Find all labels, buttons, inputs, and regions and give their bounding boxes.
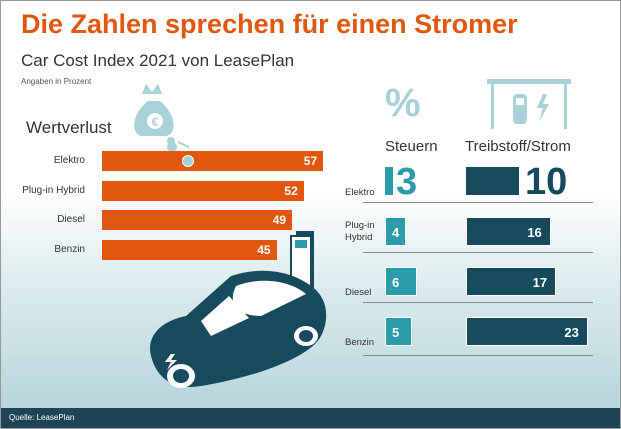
treibstoff-bar: 23 xyxy=(466,317,588,346)
wertverlust-title: Wertverlust xyxy=(26,118,112,137)
treibstoff-bar xyxy=(466,167,519,195)
row-divider xyxy=(363,252,593,253)
category-label: Diesel xyxy=(57,214,85,225)
percent-icon: % xyxy=(385,81,421,125)
unit-note: Angaben in Prozent xyxy=(21,77,92,86)
steuern-header: Steuern xyxy=(385,138,438,155)
treibstoff-value: 10 xyxy=(525,161,568,203)
row-divider xyxy=(363,302,593,303)
steuern-bar: 5 xyxy=(385,317,412,346)
wertverlust-bar: 52 xyxy=(102,181,304,201)
subtitle: Car Cost Index 2021 von LeasePlan xyxy=(21,51,295,70)
money-bag-icon: € xyxy=(134,84,190,152)
steuern-bar: 6 xyxy=(385,267,417,296)
steuern-value: 3 xyxy=(396,161,418,203)
category-label: Benzin xyxy=(345,337,375,348)
treibstoff-header: Treibstoff/Strom xyxy=(465,138,571,155)
category-label: Diesel xyxy=(345,287,372,298)
wertverlust-bar: 45 xyxy=(102,240,277,260)
category-label: Elektro xyxy=(345,187,375,198)
category-label: Benzin xyxy=(54,244,85,255)
category-label: Plug-in Hybrid xyxy=(345,220,375,243)
row-divider xyxy=(363,202,593,203)
source-footer: Quelle: LeasePlan xyxy=(1,408,620,428)
category-label: Plug-in Hybrid xyxy=(22,185,85,196)
electric-car-illustration xyxy=(150,231,327,388)
category-label: Elektro xyxy=(53,155,85,166)
svg-text:€: € xyxy=(152,115,159,129)
steuern-bar xyxy=(385,167,393,195)
treibstoff-bar: 17 xyxy=(466,267,557,296)
row-divider xyxy=(363,355,593,356)
steuern-bar: 4 xyxy=(385,217,407,246)
page-title: Die Zahlen sprechen für einen Stromer xyxy=(21,9,518,39)
wertverlust-bar: 57 xyxy=(102,151,324,171)
coin-icon xyxy=(182,155,194,167)
treibstoff-bar: 16 xyxy=(466,217,551,246)
wertverlust-bar: 49 xyxy=(102,210,293,230)
fuel-station-icon xyxy=(487,79,571,129)
